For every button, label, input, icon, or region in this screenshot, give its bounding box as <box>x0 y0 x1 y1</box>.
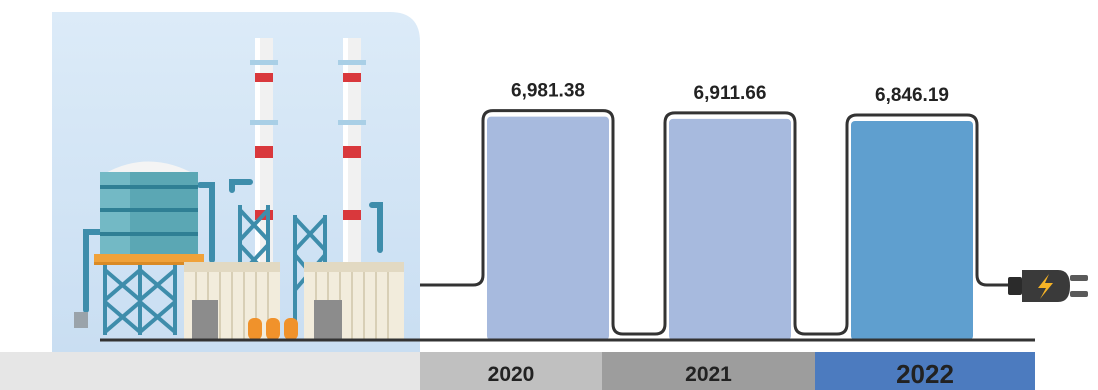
power-plant-illustration <box>52 12 420 352</box>
building-icon <box>184 262 404 340</box>
year-band-blank <box>0 352 420 390</box>
power-plug-icon <box>1008 270 1088 302</box>
cable-line <box>420 109 1010 336</box>
value-label-2020: 6,981.38 <box>511 81 585 102</box>
x-tick-label-2020: 2020 <box>488 363 535 386</box>
year-band-cell-2022 <box>815 352 1035 390</box>
bar-2020 <box>487 116 609 341</box>
value-label-2022: 6,846.19 <box>875 85 949 106</box>
year-band: 2020 2021 2022 <box>0 352 1035 390</box>
value-label-2021: 6,911.66 <box>694 83 767 104</box>
tank-icon <box>94 161 204 265</box>
x-tick-label-2022: 2022 <box>896 359 954 389</box>
year-band-cell-2021 <box>602 352 815 390</box>
x-tick-label-2021: 2021 <box>685 363 732 386</box>
year-band-cell-2020 <box>420 352 602 390</box>
bar-2022 <box>851 121 973 340</box>
bars-layer <box>487 116 973 341</box>
value-labels: 6,981.38 6,911.66 6,846.19 <box>511 81 949 106</box>
bar-2021 <box>669 118 791 341</box>
